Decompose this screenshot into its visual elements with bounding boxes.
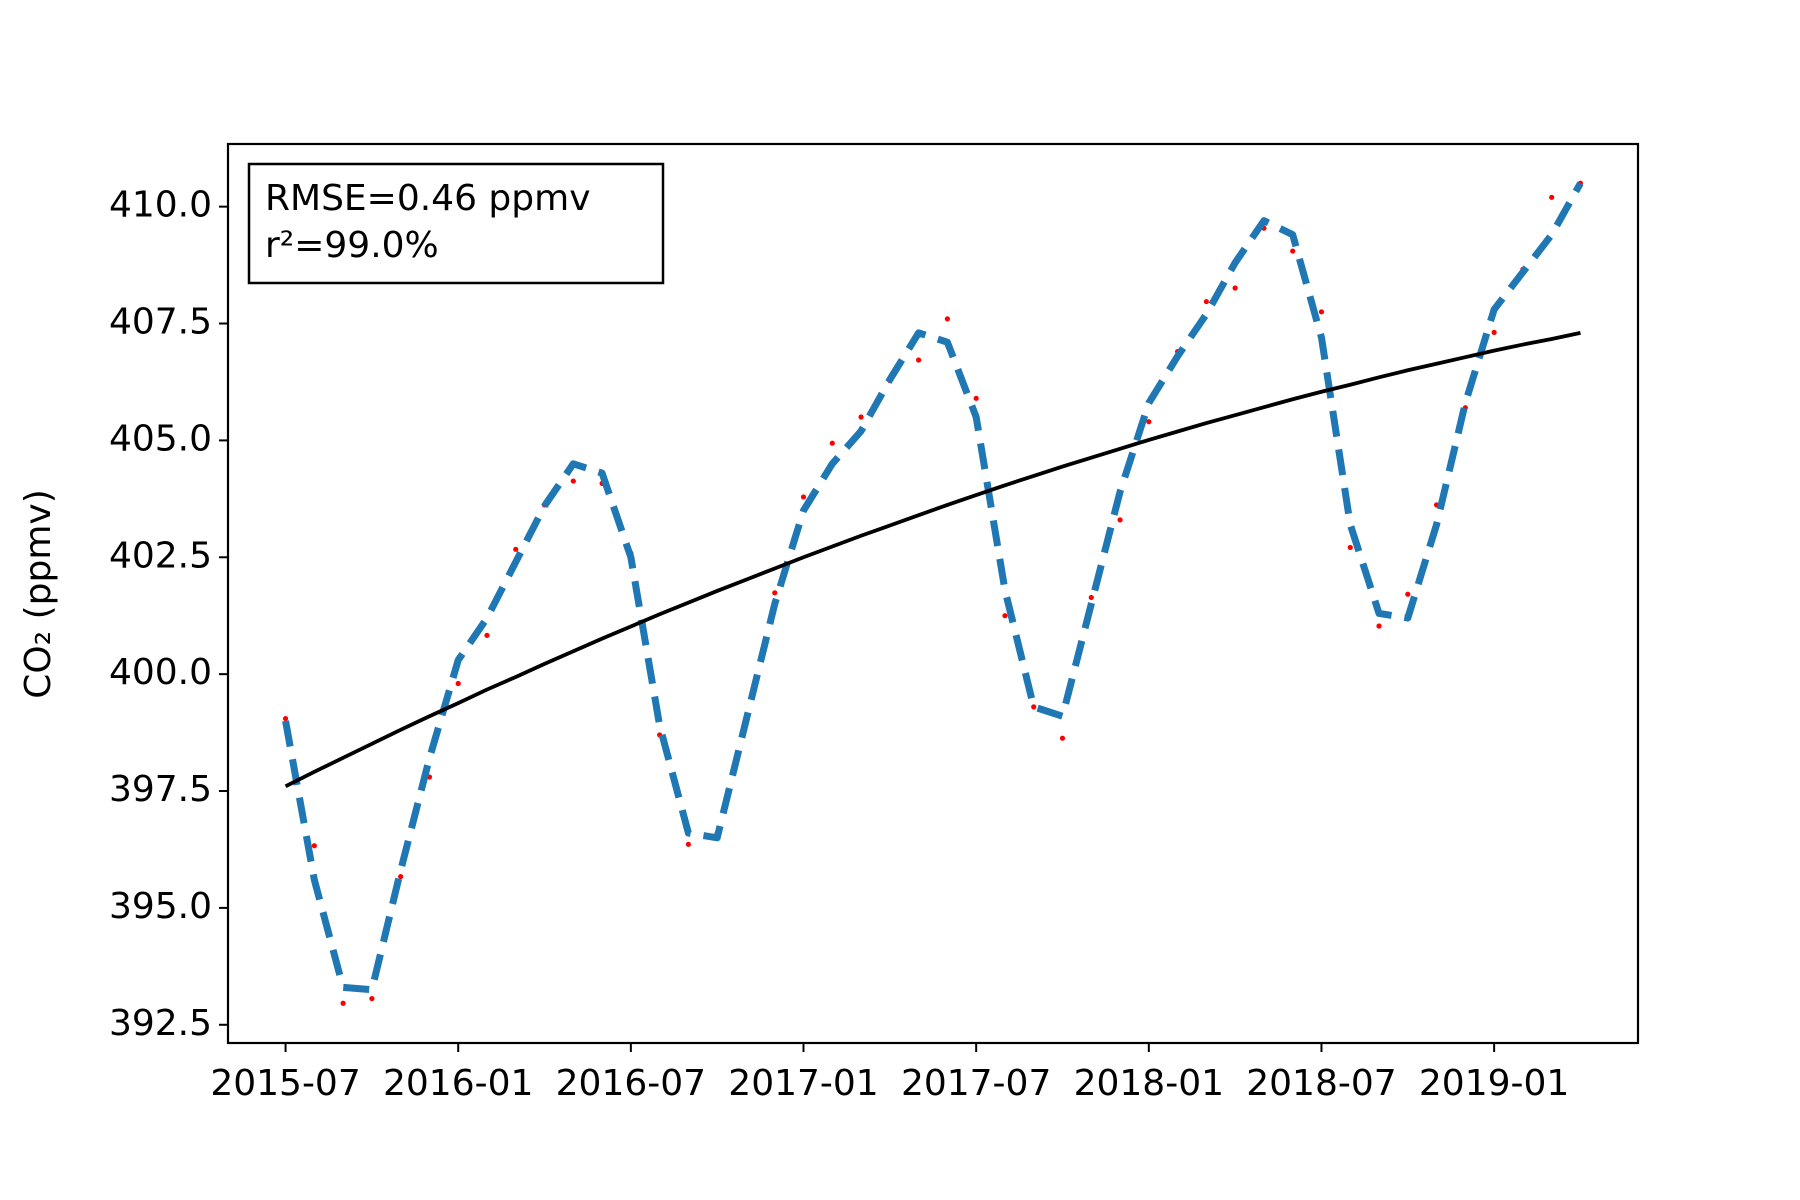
data-point: [1549, 194, 1555, 200]
x-tick-label: 2018-01: [1074, 1063, 1224, 1104]
x-tick-label: 2015-07: [210, 1063, 360, 1104]
data-point: [340, 1000, 346, 1006]
x-tick-label: 2017-07: [901, 1063, 1051, 1104]
data-point: [1318, 309, 1325, 315]
annotation-box: [247, 162, 665, 285]
y-tick-label: 395.0: [109, 886, 212, 927]
data-point: [829, 440, 835, 446]
data-point: [570, 478, 576, 484]
y-tick-label: 410.0: [109, 185, 212, 226]
y-tick-label: 397.5: [109, 769, 212, 810]
x-tick-label: 2016-07: [556, 1063, 706, 1104]
data-point: [1117, 517, 1123, 523]
annotation: r²=99.0%: [265, 225, 439, 266]
data-point: [1059, 735, 1066, 741]
data-point: [282, 715, 289, 722]
trend-line: [284, 331, 1581, 789]
data-point: [1232, 285, 1238, 291]
data-point: [858, 414, 864, 420]
x-tick-label: 2016-01: [383, 1063, 533, 1104]
data-point: [1031, 704, 1037, 710]
data-point: [484, 632, 490, 638]
data-point: [916, 357, 922, 363]
y-tick-label: 402.5: [109, 535, 212, 576]
y-tick-label: 392.5: [109, 1003, 212, 1044]
x-tick-label: 2018-07: [1246, 1063, 1396, 1104]
data-point: [1376, 623, 1382, 629]
data-point: [455, 680, 461, 687]
data-point: [1290, 248, 1296, 254]
y-tick-label: 405.0: [109, 418, 212, 459]
data-point: [1146, 419, 1152, 425]
y-tick-label: 400.0: [109, 652, 212, 693]
data-point: [369, 995, 375, 1002]
dashed-line: [282, 181, 1584, 994]
data-point: [1088, 594, 1094, 601]
x-tick-label: 2017-01: [728, 1063, 878, 1104]
data-point: [1405, 591, 1411, 597]
y-tick-label: 407.5: [109, 302, 212, 343]
data-point: [800, 494, 807, 500]
data-point: [944, 316, 950, 322]
data-point: [772, 590, 778, 596]
data-point: [685, 841, 692, 847]
data-point: [1347, 544, 1353, 551]
plot-frame: [226, 142, 1640, 1045]
data-point: [1491, 329, 1497, 336]
data-point: [973, 395, 979, 401]
data-point: [398, 873, 404, 880]
data-point: [1203, 298, 1209, 305]
y-axis-label: CO₂ (ppmv): [18, 489, 59, 699]
x-tick-label: 2019-01: [1419, 1063, 1569, 1104]
data-point: [513, 546, 519, 552]
data-point: [311, 843, 317, 849]
annotation: RMSE=0.46 ppmv: [265, 178, 591, 219]
data-point: [1002, 613, 1008, 619]
